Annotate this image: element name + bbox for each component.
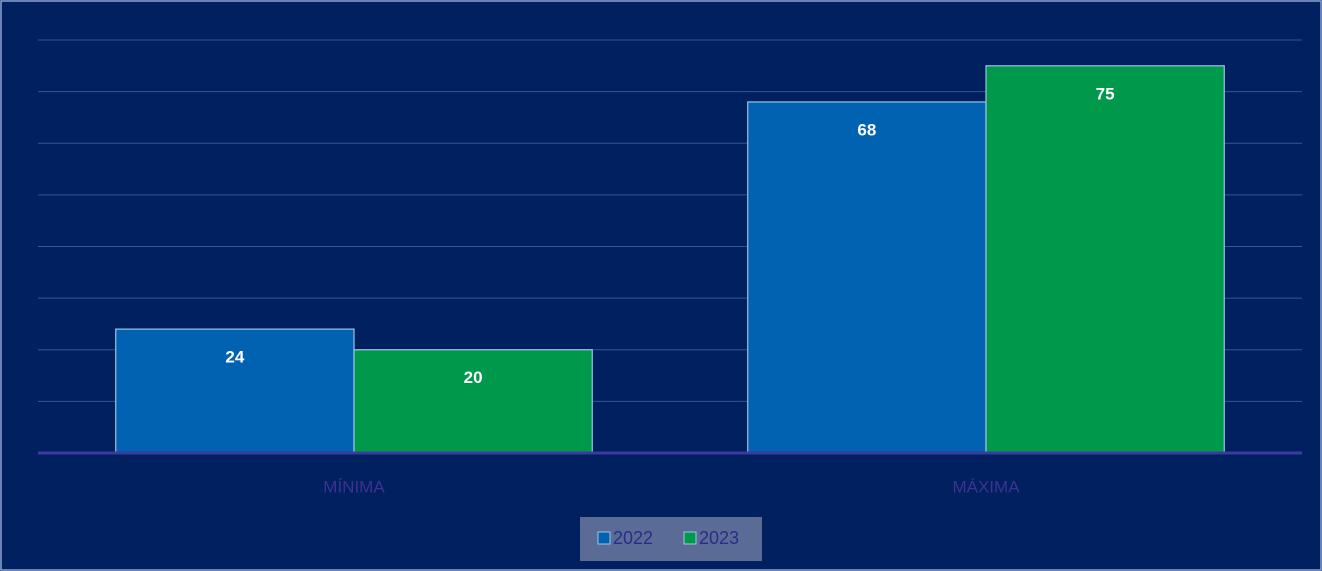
data-label: 75 [1096, 84, 1115, 103]
legend-label: 2023 [699, 528, 739, 548]
legend-label: 2022 [613, 528, 653, 548]
data-label: 68 [857, 120, 876, 139]
bar [985, 65, 1225, 454]
x-tick-label: MÁXIMA [952, 477, 1020, 496]
x-tick-label: MÍNIMA [323, 477, 385, 496]
bar [747, 101, 987, 454]
legend-swatch [683, 531, 697, 545]
legend-swatch [597, 531, 611, 545]
bar [353, 349, 593, 454]
data-label: 24 [225, 348, 244, 367]
data-label: 20 [464, 368, 483, 387]
